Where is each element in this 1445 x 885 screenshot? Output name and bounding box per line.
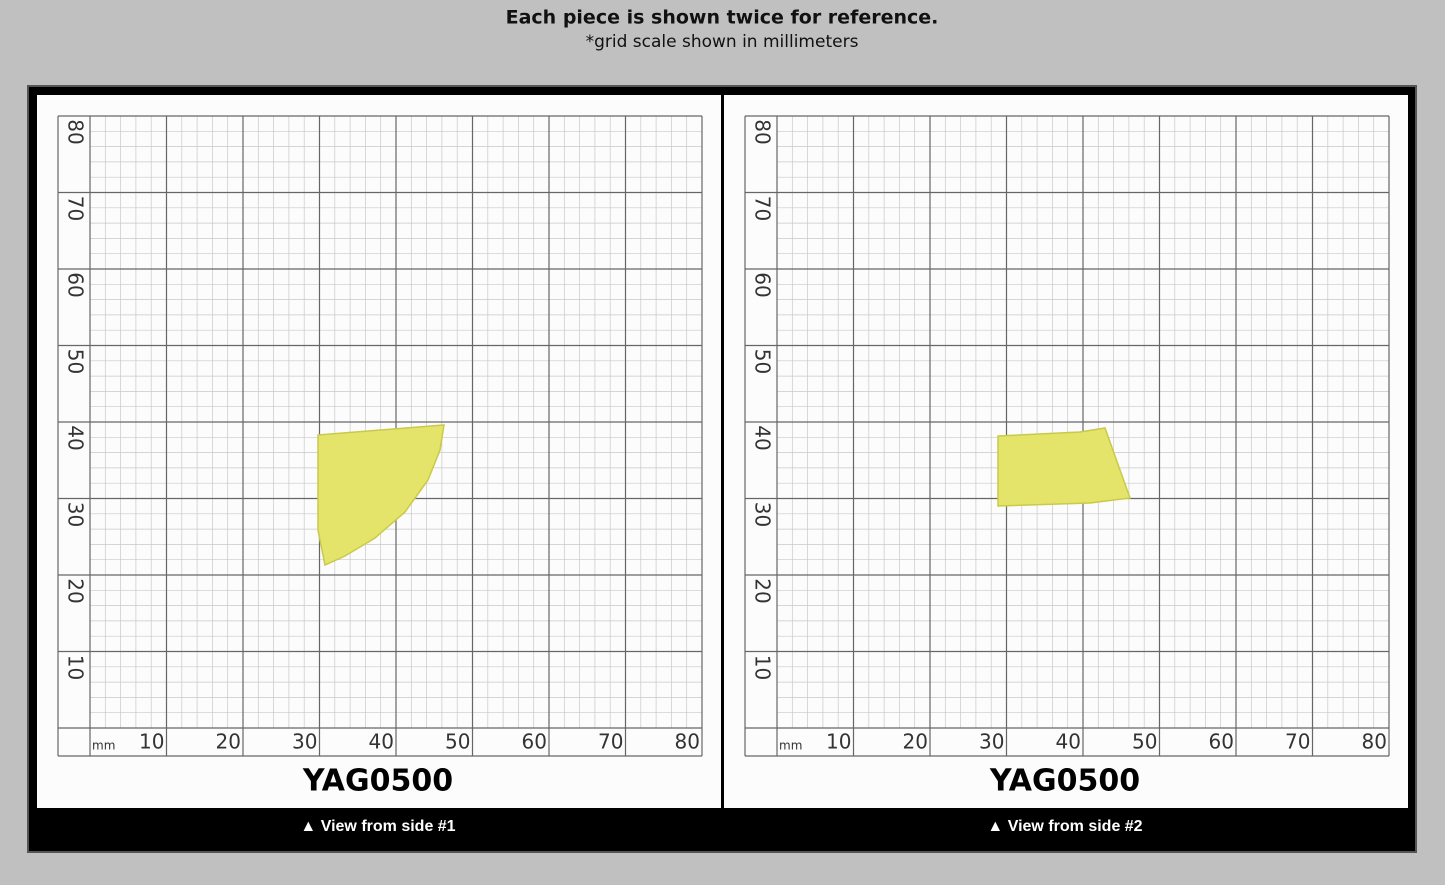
sample-id: YAG0500 xyxy=(989,764,1140,799)
panel: mm 10 20 30 40 50 60 70 80 80 70 60 50 40 30 20 10 YAG050… xyxy=(37,95,721,835)
x-scale-label: 40 xyxy=(1056,730,1081,754)
x-scale-label: 70 xyxy=(598,730,623,754)
x-scale-label: 10 xyxy=(139,730,164,754)
y-scale-label: 30 xyxy=(64,502,88,527)
caption: ▲ View from side #2 xyxy=(987,818,1142,835)
y-scale-label: 80 xyxy=(64,119,88,144)
y-scale-label: 50 xyxy=(751,349,775,374)
x-scale-label: 80 xyxy=(675,730,700,754)
x-scale-label: 70 xyxy=(1285,730,1310,754)
unit-label: mm xyxy=(779,739,802,753)
x-scale-label: 40 xyxy=(369,730,394,754)
y-scale-label: 40 xyxy=(64,425,88,450)
y-scale-label: 70 xyxy=(751,196,775,221)
y-scale-label: 10 xyxy=(64,655,88,680)
y-scale-label: 60 xyxy=(64,272,88,297)
y-scale-label: 40 xyxy=(751,425,775,450)
caption: ▲ View from side #1 xyxy=(300,818,455,835)
x-scale-label: 50 xyxy=(1132,730,1157,754)
subtitle: *grid scale shown in millimeters xyxy=(586,32,859,52)
y-scale-label: 20 xyxy=(64,578,88,603)
y-scale-label: 10 xyxy=(751,655,775,680)
unit-label: mm xyxy=(92,739,115,753)
x-scale-label: 50 xyxy=(445,730,470,754)
sample-piece xyxy=(997,427,1132,507)
y-scale-label: 80 xyxy=(751,119,775,144)
panel: mm 10 20 30 40 50 60 70 80 80 70 60 50 40 30 20 10 YAG050… xyxy=(724,95,1408,835)
sample-id: YAG0500 xyxy=(302,764,453,799)
y-scale-label: 20 xyxy=(751,578,775,603)
y-scale-label: 70 xyxy=(64,196,88,221)
x-scale-label: 60 xyxy=(522,730,547,754)
y-scale-label: 30 xyxy=(751,502,775,527)
x-scale-label: 80 xyxy=(1362,730,1387,754)
y-scale-label: 50 xyxy=(64,349,88,374)
x-scale-label: 10 xyxy=(826,730,851,754)
x-scale-label: 20 xyxy=(903,730,928,754)
x-scale-label: 60 xyxy=(1209,730,1234,754)
y-scale-label: 60 xyxy=(751,272,775,297)
x-scale-label: 20 xyxy=(216,730,241,754)
sample-piece xyxy=(317,424,445,567)
x-scale-label: 30 xyxy=(292,730,317,754)
title: Each piece is shown twice for reference. xyxy=(506,7,939,29)
x-scale-label: 30 xyxy=(979,730,1004,754)
